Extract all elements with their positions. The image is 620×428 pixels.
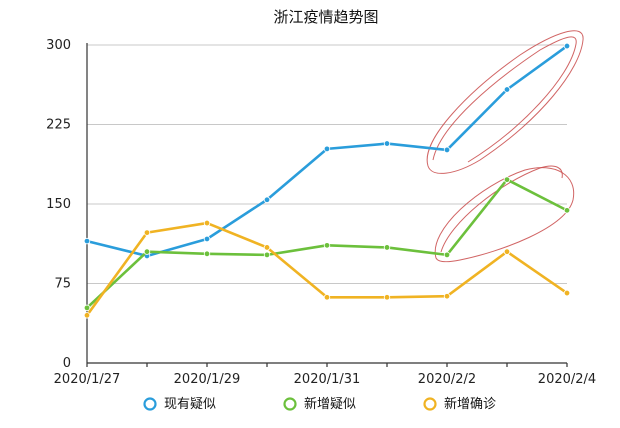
data-point bbox=[503, 248, 511, 255]
data-point bbox=[563, 42, 571, 50]
data-point bbox=[383, 294, 391, 301]
annotation-circle-top-inner bbox=[432, 36, 577, 163]
legend-marker bbox=[143, 397, 157, 411]
data-point bbox=[263, 251, 271, 259]
annotation-circle-bottom bbox=[434, 167, 575, 263]
legend-item: 新增疑似 bbox=[283, 396, 356, 412]
data-point bbox=[83, 312, 91, 319]
y-tick-labels: 0 75 150 225 300 bbox=[46, 38, 71, 371]
y-tick-label: 150 bbox=[46, 197, 71, 212]
series-现有疑似 bbox=[83, 42, 571, 260]
y-tick-label: 0 bbox=[63, 356, 71, 371]
series-新增确诊 bbox=[83, 219, 571, 319]
data-point bbox=[443, 251, 451, 259]
x-tick-label: 2020/1/27 bbox=[54, 372, 121, 387]
data-point bbox=[383, 140, 391, 147]
legend-label: 新增确诊 bbox=[444, 396, 496, 412]
series-line bbox=[85, 221, 569, 317]
axes bbox=[86, 43, 568, 367]
data-point bbox=[503, 86, 511, 93]
legend-item: 现有疑似 bbox=[143, 396, 216, 412]
annotation-circle-top bbox=[426, 30, 584, 174]
legend-marker bbox=[283, 397, 297, 411]
data-point bbox=[383, 244, 391, 251]
data-point bbox=[563, 289, 571, 297]
data-point bbox=[323, 294, 331, 301]
legend-label: 新增疑似 bbox=[304, 396, 356, 412]
series-新增疑似 bbox=[83, 176, 571, 312]
data-point bbox=[443, 146, 451, 154]
y-tick-label: 225 bbox=[46, 118, 71, 133]
data-point bbox=[143, 229, 151, 236]
data-point bbox=[203, 219, 211, 227]
annotation-circles bbox=[426, 30, 584, 263]
data-point bbox=[143, 248, 151, 255]
y-tick-label: 75 bbox=[54, 277, 71, 292]
data-point bbox=[83, 237, 91, 245]
legend: 现有疑似 新增疑似 新增确诊 bbox=[143, 396, 496, 412]
data-point bbox=[83, 304, 91, 312]
chart-title: 浙江疫情趋势图 bbox=[273, 8, 378, 26]
data-point bbox=[263, 244, 271, 251]
y-tick-label: 300 bbox=[46, 38, 71, 53]
data-point bbox=[323, 242, 331, 249]
x-tick-label: 2020/1/29 bbox=[174, 372, 241, 387]
annotation-circle-bottom-inner bbox=[440, 165, 563, 253]
data-point bbox=[503, 176, 511, 183]
x-tick-label: 2020/1/31 bbox=[294, 372, 361, 387]
x-tick-label: 2020/2/2 bbox=[418, 372, 476, 387]
data-point bbox=[203, 250, 211, 258]
data-point bbox=[203, 235, 211, 243]
legend-item: 新增确诊 bbox=[423, 396, 496, 412]
x-tick-label: 2020/2/4 bbox=[538, 372, 596, 387]
data-point bbox=[563, 207, 571, 214]
legend-marker bbox=[423, 397, 437, 411]
data-point bbox=[263, 196, 271, 203]
x-tick-labels: 2020/1/27 2020/1/29 2020/1/31 2020/2/2 2020/… bbox=[54, 372, 597, 387]
series-layer bbox=[83, 42, 571, 319]
legend-label: 现有疑似 bbox=[164, 396, 216, 412]
data-point bbox=[443, 293, 451, 300]
data-point bbox=[323, 145, 331, 153]
